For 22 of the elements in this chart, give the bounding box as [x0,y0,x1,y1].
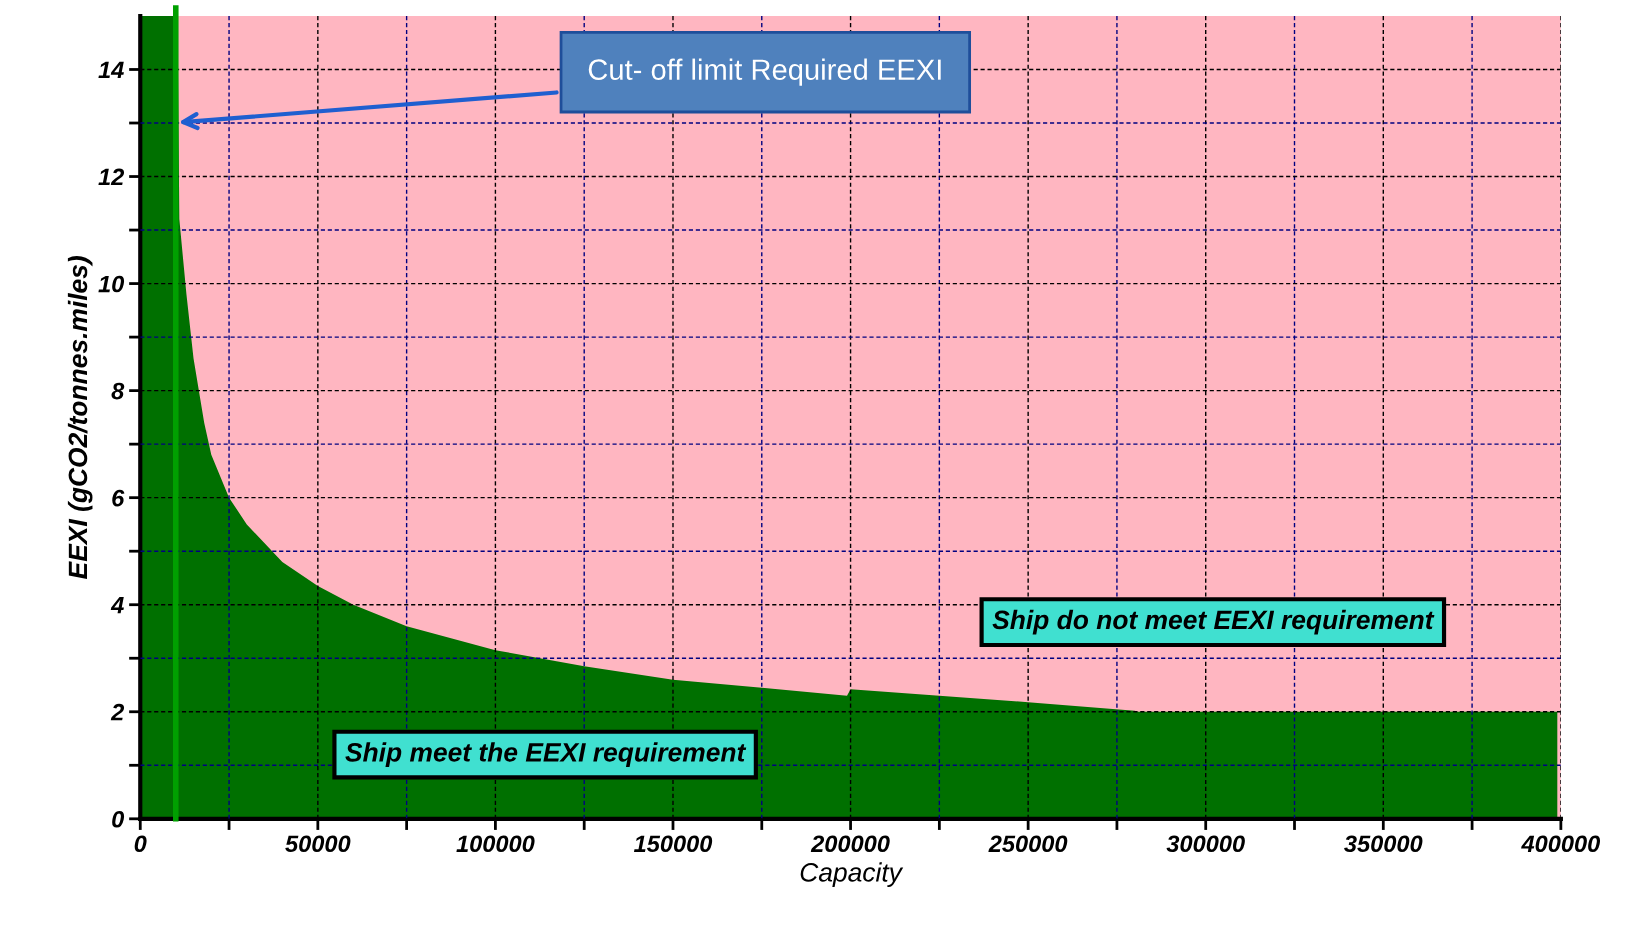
x-tick-label: 250000 [988,835,1068,853]
y-tick-label: 6 [112,489,125,507]
y-tick-label: 0 [112,810,125,828]
annotation: Ship meet the EEXI requirement [345,742,747,767]
annotation: Cut- off limit Required EEXI [588,58,941,86]
x-tick-label: 100000 [456,835,535,853]
y-tick-label: 2 [110,703,125,721]
y-axis-title: EEXI (gCO2/tonnes.miles) [67,256,93,579]
x-tick-label: 150000 [633,835,713,853]
y-tick-label: 8 [111,382,125,400]
x-tick-label: 200000 [810,835,890,853]
annotation: Ship do not meet EEXI requirement [992,609,1435,635]
y-tick-label: 10 [98,275,125,293]
x-tick-label: 0 [134,835,147,853]
x-tick-label: 50000 [285,835,351,853]
y-tick-label: 12 [98,168,125,186]
x-tick-label: 400000 [1521,835,1601,853]
x-tick-label: 350000 [1344,835,1423,853]
x-axis-title: Capacity [800,862,904,887]
y-tick-label: 4 [110,597,124,614]
x-tick-label: 300000 [1166,835,1245,853]
y-tick-label: 14 [98,61,124,79]
